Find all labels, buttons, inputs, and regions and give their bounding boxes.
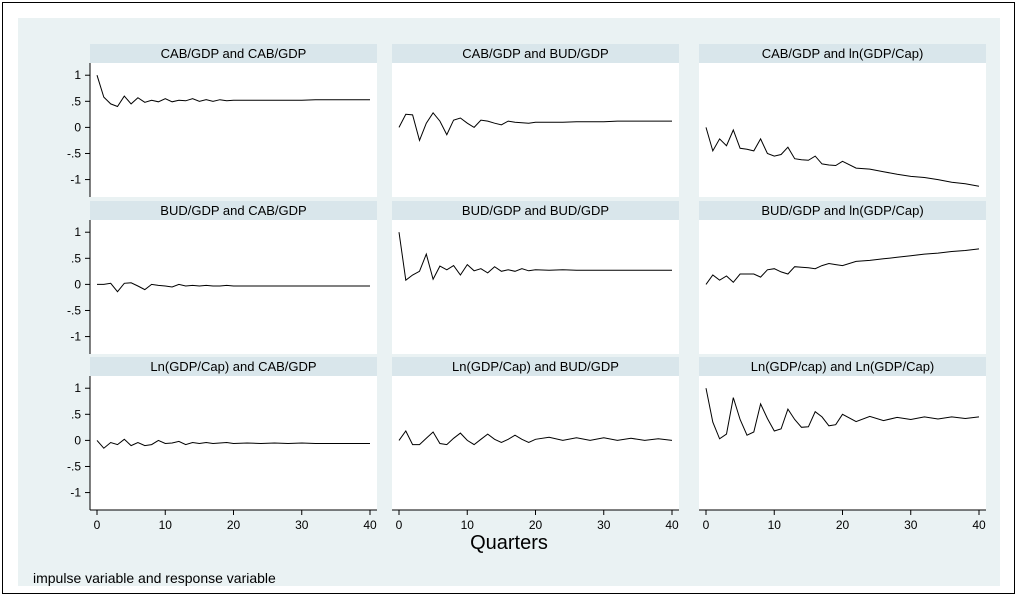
panel-title-strip [392, 44, 679, 63]
y-tick-label: 0 [74, 433, 81, 447]
plot-area [392, 63, 679, 197]
plot-area [699, 63, 986, 197]
y-tick-label: 1 [74, 381, 81, 395]
plot-area [699, 376, 986, 510]
panel-title-strip [699, 201, 986, 220]
y-tick-label: 1 [74, 68, 81, 82]
plot-area [392, 220, 679, 354]
response-line [705, 388, 980, 440]
panel-title: Ln(GDP/cap) and Ln(GDP/Cap) [751, 359, 935, 374]
panel-title: CAB/GDP and CAB/GDP [161, 46, 307, 61]
y-tick-label: 1 [74, 225, 81, 239]
x-tick-label: 0 [94, 518, 101, 532]
x-tick-label: 30 [904, 518, 918, 532]
panel-title-strip [392, 357, 679, 376]
response-line [705, 127, 980, 187]
response-line [96, 438, 370, 449]
y-tick-label: -.5 [67, 459, 81, 473]
y-tick-label: 0 [74, 120, 81, 134]
irf-panel: BUD/GDP and ln(GDP/Cap) [699, 201, 986, 354]
panel-title-strip [90, 201, 377, 220]
x-tick-label: 30 [295, 518, 309, 532]
response-line [705, 248, 980, 285]
x-tick-label: 40 [972, 518, 986, 532]
irf-panel: Ln(GDP/Cap) and CAB/GDP 1 .5 0 -.5 -1 0 10 20 30 4… [67, 357, 377, 532]
x-tick-label: 20 [529, 518, 543, 532]
panel-title: BUD/GDP and ln(GDP/Cap) [761, 203, 923, 218]
panel-title: CAB/GDP and ln(GDP/Cap) [762, 46, 924, 61]
panel-title: BUD/GDP and CAB/GDP [160, 203, 306, 218]
y-tick-label: -.5 [67, 146, 81, 160]
response-line [398, 111, 672, 142]
response-line [97, 282, 370, 293]
irf-panel: Ln(GDP/Cap) and BUD/GDP 0 10 20 30 40 [392, 357, 679, 532]
y-tick-label: .5 [71, 407, 81, 421]
x-tick-label: 30 [597, 518, 611, 532]
y-tick-label: 0 [74, 277, 81, 291]
response-line [96, 75, 370, 108]
panel-title-strip [90, 357, 377, 376]
y-tick-label: .5 [71, 94, 81, 108]
panel-title: Ln(GDP/Cap) and CAB/GDP [150, 359, 316, 374]
x-tick-label: 20 [836, 518, 850, 532]
x-tick-label: 10 [159, 518, 173, 532]
x-tick-label: 0 [396, 518, 403, 532]
y-tick-label: -1 [70, 330, 81, 344]
y-tick-label: -1 [70, 486, 81, 500]
panel-title: CAB/GDP and BUD/GDP [462, 46, 608, 61]
x-tick-label: 10 [768, 518, 782, 532]
response-line [398, 232, 672, 282]
plot-area [392, 376, 679, 510]
irf-panel: CAB/GDP and CAB/GDP 1 .5 0 -.5 -1 [67, 44, 377, 197]
response-line [398, 430, 673, 446]
y-tick-label: -.5 [67, 303, 81, 317]
irf-panel: Ln(GDP/cap) and Ln(GDP/Cap) 0 10 20 30 40 [699, 357, 986, 532]
x-tick-label: 20 [227, 518, 241, 532]
panel-title-strip [392, 201, 679, 220]
panel-title-strip [699, 44, 986, 63]
x-axis-title: Quarters [470, 532, 548, 554]
y-tick-label: .5 [71, 251, 81, 265]
irf-panel: CAB/GDP and ln(GDP/Cap) [699, 44, 986, 197]
irf-panel: BUD/GDP and CAB/GDP 1 .5 0 -.5 -1 [67, 201, 377, 354]
x-tick-label: 40 [363, 518, 377, 532]
plot-area [90, 220, 377, 354]
x-tick-label: 0 [703, 518, 710, 532]
panel-title-strip [90, 44, 377, 63]
panel-title: BUD/GDP and BUD/GDP [462, 203, 609, 218]
plot-area [699, 220, 986, 354]
x-tick-label: 10 [461, 518, 475, 532]
panel-title-strip [699, 357, 986, 376]
irf-panel: CAB/GDP and BUD/GDP [392, 44, 679, 197]
x-tick-label: 40 [665, 518, 679, 532]
plot-area [90, 63, 377, 197]
y-tick-label: -1 [70, 173, 81, 187]
panel-title: Ln(GDP/Cap) and BUD/GDP [452, 359, 619, 374]
irf-panel: BUD/GDP and BUD/GDP [392, 201, 679, 354]
figure-note: impulse variable and response variable [33, 570, 276, 586]
